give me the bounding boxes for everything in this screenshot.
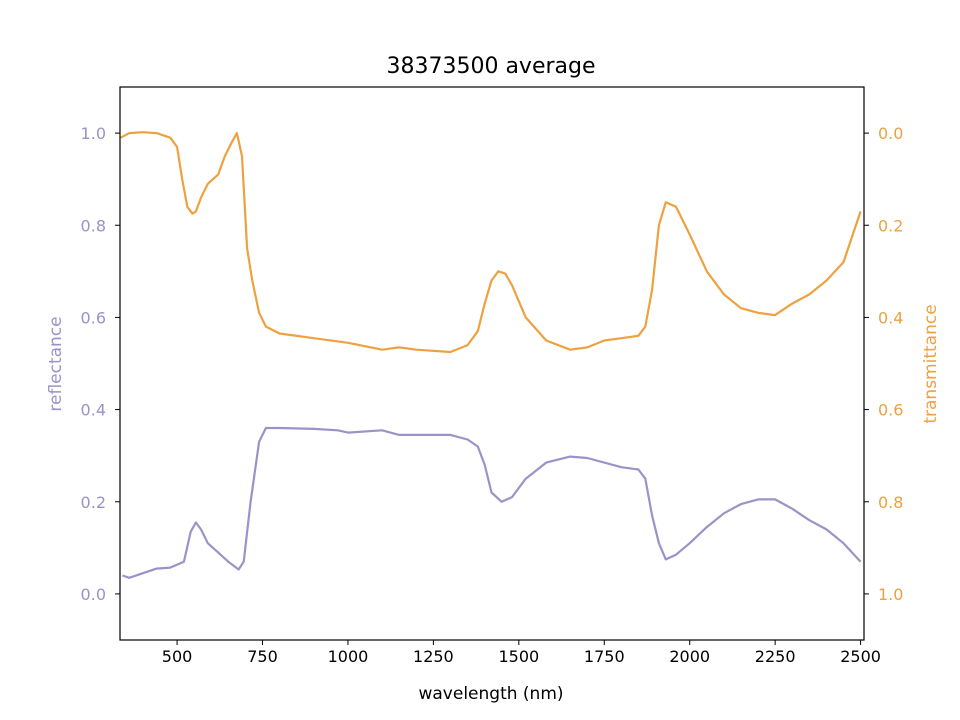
- left-tick-label: 0.8: [81, 216, 106, 235]
- right-tick-label: 0.6: [878, 401, 903, 420]
- x-axis: 500 750 1000 1250 1500 1750 2000 2250 2500: [162, 640, 881, 666]
- left-tick-label: 0.2: [81, 493, 106, 512]
- x-axis-label: wavelength (nm): [418, 684, 563, 704]
- x-tick-label: 1500: [498, 647, 539, 666]
- left-tick-label: 1.0: [81, 124, 106, 143]
- x-tick-label: 750: [247, 647, 278, 666]
- plot-frame: [119, 86, 865, 641]
- left-tick-label: 0.0: [81, 585, 106, 604]
- x-tick-label: 2000: [669, 647, 710, 666]
- x-tick-label: 2250: [755, 647, 796, 666]
- x-tick-label: 1000: [328, 647, 369, 666]
- left-y-axis: 0.0 0.2 0.4 0.6 0.8 1.0: [81, 124, 120, 604]
- left-tick-label: 0.4: [81, 401, 106, 420]
- right-tick-label: 0.0: [878, 124, 903, 143]
- x-tick-label: 1750: [584, 647, 625, 666]
- right-y-axis-label: transmittance: [921, 304, 941, 423]
- x-tick-label: 500: [162, 647, 193, 666]
- series-layer: [120, 131, 862, 579]
- series-transmittance: [120, 131, 862, 354]
- left-tick-label: 0.6: [81, 308, 106, 327]
- left-y-axis-label: reflectance: [46, 316, 66, 411]
- series-reflectance: [122, 426, 862, 579]
- right-tick-label: 0.2: [878, 216, 903, 235]
- right-tick-label: 0.4: [878, 308, 903, 327]
- right-y-axis: 0.0 0.2 0.4 0.6 0.8 1.0: [864, 124, 903, 604]
- x-tick-label: 2500: [840, 647, 881, 666]
- x-tick-label: 1250: [413, 647, 454, 666]
- chart-title: 38373500 average: [386, 54, 595, 79]
- right-tick-label: 1.0: [878, 585, 903, 604]
- right-tick-label: 0.8: [878, 493, 903, 512]
